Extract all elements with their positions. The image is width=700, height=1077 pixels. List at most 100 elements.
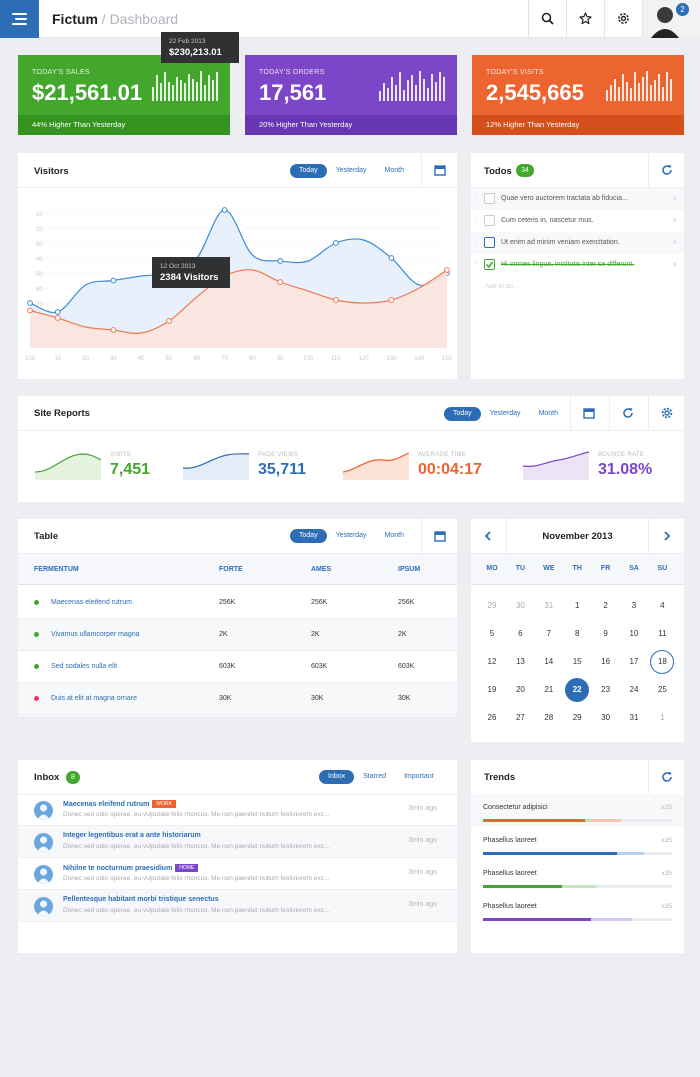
tab-yesterday[interactable]: Yesterday [335, 532, 367, 539]
data-point[interactable] [444, 267, 450, 273]
todo-checkbox[interactable] [484, 259, 495, 270]
menu-button[interactable] [0, 0, 39, 38]
message-item[interactable]: Nihilne te nocturnum praesidium HOME Donec… [18, 858, 457, 890]
message-sender[interactable]: Integer legentibus erat a ante historiar… [63, 832, 201, 839]
data-point[interactable] [277, 258, 284, 264]
message-sender[interactable]: Maecenas eleifend rutrum WORK [63, 800, 176, 808]
message-subject[interactable]: Pellentesque habitant morbi tristique se… [63, 896, 219, 903]
calendar-day[interactable]: 31 [629, 713, 639, 722]
data-point[interactable] [332, 297, 339, 303]
data-point[interactable] [388, 255, 395, 261]
todo-item[interactable]: ⋮ Hi omnes lingua, institutis inter se di… [471, 254, 684, 276]
drag-handle-icon[interactable]: ⋮ [473, 261, 480, 268]
data-point[interactable] [54, 309, 61, 315]
calendar-day[interactable]: 5 [489, 629, 495, 638]
todo-checkbox[interactable] [484, 215, 495, 226]
column-header[interactable]: FERMENTUM [34, 566, 79, 573]
data-point[interactable] [166, 318, 172, 324]
calendar-day[interactable]: 29 [487, 601, 497, 610]
column-header[interactable]: IPSUM [398, 566, 421, 573]
calendar-day[interactable]: 11 [658, 629, 667, 638]
calendar-day[interactable]: 16 [601, 657, 611, 666]
calendar-day[interactable]: 18 [650, 650, 675, 674]
tab-yesterday[interactable]: Yesterday [335, 167, 367, 174]
message-item[interactable]: Maecenas eleifend rutrum WORK Donec sed od… [18, 794, 457, 826]
calendar-day[interactable]: 6 [518, 629, 523, 638]
calendar-day[interactable]: 29 [572, 713, 582, 722]
message-subject[interactable]: Maecenas eleifend rutrum [63, 801, 150, 808]
calendar-day[interactable]: 31 [544, 601, 554, 610]
delete-todo-icon[interactable]: × [672, 216, 677, 225]
data-point[interactable] [221, 207, 228, 213]
calendar-day[interactable]: 15 [572, 657, 582, 666]
calendar-day[interactable]: 26 [487, 713, 497, 722]
todo-checkbox[interactable] [484, 193, 495, 204]
tab-yesterday[interactable]: Yesterday [489, 410, 521, 417]
refresh-button[interactable] [648, 153, 684, 187]
tab-important[interactable]: Important [404, 773, 434, 780]
column-header[interactable]: AMES [311, 566, 332, 573]
calendar-day[interactable]: 12 [487, 657, 497, 666]
user-avatar[interactable] [642, 0, 700, 38]
calendar-day[interactable]: 21 [544, 685, 554, 694]
calendar-day[interactable]: 23 [601, 685, 611, 694]
tab-today[interactable]: Today [290, 529, 327, 543]
calendar-day[interactable]: 4 [660, 601, 665, 610]
table-row[interactable]: Duis at elit at magna ornare 30K 30K 30K [18, 683, 457, 715]
calendar-day[interactable]: 1 [574, 601, 580, 610]
calendar-day[interactable]: 17 [629, 657, 639, 666]
calendar-day[interactable]: 9 [603, 629, 608, 638]
todo-item[interactable]: ⋮ Quae vero auctorem tractata ab fiducia.… [471, 188, 684, 210]
row-link[interactable]: Sed sodales nulla elit [51, 663, 118, 670]
calendar-day[interactable]: 30 [601, 713, 611, 722]
delete-todo-icon[interactable]: × [672, 260, 677, 269]
data-point[interactable] [332, 240, 339, 246]
drag-handle-icon[interactable]: ⋮ [473, 195, 480, 202]
tab-today[interactable]: Today [444, 407, 481, 421]
calendar-button[interactable] [570, 396, 606, 430]
calendar-button[interactable] [421, 153, 457, 187]
calendar-day[interactable]: 10 [629, 629, 639, 638]
drag-handle-icon[interactable]: ⋮ [473, 217, 480, 224]
column-header[interactable]: FORTE [219, 566, 243, 573]
data-point[interactable] [388, 297, 395, 303]
tab-month[interactable]: Month [538, 410, 559, 417]
prev-month-button[interactable] [471, 519, 507, 553]
settings-button[interactable] [648, 396, 684, 430]
data-point[interactable] [110, 327, 117, 333]
message-sender[interactable]: Nihilne te nocturnum praesidium HOME [63, 864, 199, 872]
calendar-day[interactable]: 8 [574, 629, 580, 638]
row-link[interactable]: Vivamus ullamcorper magna [51, 631, 140, 638]
table-row[interactable]: Vivamus ullamcorper magna 2K 2K 2K [18, 619, 457, 651]
calendar-day[interactable]: 1 [660, 713, 665, 722]
tab-starred[interactable]: Starred [363, 773, 387, 780]
message-subject[interactable]: Integer legentibus erat a ante historiar… [63, 832, 201, 839]
calendar-day[interactable]: 30 [515, 601, 525, 610]
calendar-button[interactable] [421, 519, 457, 553]
row-link[interactable]: Duis at elit at magna ornare [51, 695, 137, 702]
todo-item[interactable]: ⋮ Cum ceteris in, nascetur mus. × [471, 210, 684, 232]
calendar-day[interactable]: 20 [515, 685, 525, 694]
calendar-day[interactable]: 2 [603, 601, 608, 610]
row-link[interactable]: Maecenas eleifend rutrum [51, 599, 132, 606]
delete-todo-icon[interactable]: × [672, 194, 677, 203]
data-point[interactable] [27, 300, 33, 306]
search-button[interactable] [528, 0, 566, 38]
tab-month[interactable]: Month [384, 167, 405, 174]
add-todo-input[interactable]: Add to do... [485, 283, 519, 290]
calendar-day[interactable]: 25 [657, 685, 667, 694]
calendar-day[interactable]: 28 [544, 713, 554, 722]
settings-button[interactable] [604, 0, 642, 38]
message-subject[interactable]: Nihilne te nocturnum praesidium [63, 865, 173, 872]
delete-todo-icon[interactable]: × [672, 238, 677, 247]
calendar-day[interactable]: 24 [629, 685, 639, 694]
todo-item[interactable]: ⋮ Ut enim ad minim veniam exercitation. × [471, 232, 684, 254]
next-month-button[interactable] [648, 519, 684, 553]
table-row[interactable]: Sed sodales nulla elit 603K 603K 603K [18, 651, 457, 683]
data-point[interactable] [54, 315, 61, 321]
calendar-day[interactable]: 22 [565, 678, 590, 702]
data-point[interactable] [277, 279, 284, 285]
tab-inbox[interactable]: Inbox [319, 770, 355, 784]
calendar-day[interactable]: 7 [546, 629, 552, 638]
tab-today[interactable]: Today [290, 164, 327, 178]
